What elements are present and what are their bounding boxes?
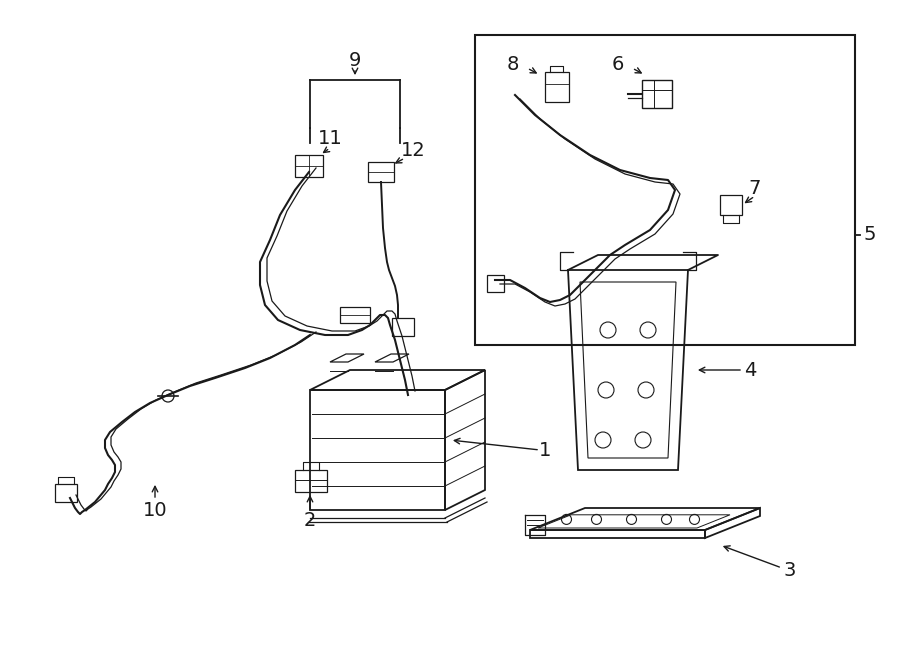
Text: 10: 10	[143, 500, 167, 520]
Text: 7: 7	[749, 178, 761, 198]
Text: 9: 9	[349, 50, 361, 69]
Text: 1: 1	[539, 440, 551, 459]
Text: 4: 4	[743, 360, 756, 379]
Text: 2: 2	[304, 510, 316, 529]
Text: 11: 11	[318, 128, 342, 147]
Text: 3: 3	[784, 561, 796, 580]
Text: 12: 12	[400, 141, 426, 159]
Text: 5: 5	[864, 225, 877, 245]
Text: 6: 6	[612, 56, 625, 75]
Text: 8: 8	[507, 56, 519, 75]
